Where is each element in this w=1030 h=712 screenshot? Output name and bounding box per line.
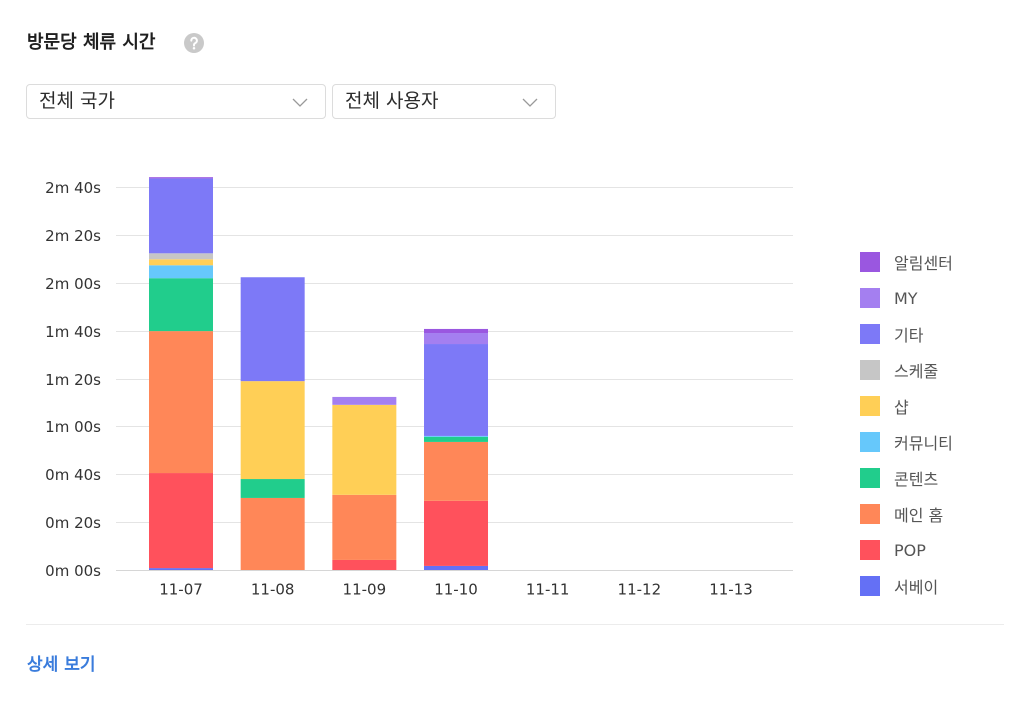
legend-swatch (860, 576, 880, 596)
legend-label: 스케줄 (894, 362, 939, 381)
legend-label: 기타 (894, 326, 924, 345)
detail-link[interactable]: 상세 보기 (27, 655, 96, 675)
country-filter-value: 전체 국가 (39, 90, 115, 112)
bar-segment (424, 328, 489, 334)
bar-segment (424, 333, 489, 345)
question-circle-icon[interactable] (184, 33, 204, 53)
y-tick-label: 1m 20s (45, 371, 101, 389)
legend-swatch (860, 504, 880, 524)
bar-segment (149, 278, 213, 332)
bar-segment (149, 331, 213, 474)
bar-segment (424, 436, 489, 442)
legend-item[interactable]: 메인 홈 (860, 496, 1020, 532)
legend-item[interactable]: 콘텐츠 (860, 460, 1020, 496)
x-tick-label: 11-08 (251, 581, 295, 599)
bar-segment (332, 404, 397, 495)
legend-swatch (860, 468, 880, 488)
bar-segment (149, 568, 213, 570)
country-filter-dropdown[interactable]: 전체 국가 (26, 84, 326, 119)
bar-segment (424, 500, 489, 566)
bar-segment (240, 497, 305, 570)
y-tick-label: 2m 00s (45, 275, 101, 293)
bar-segment (149, 265, 213, 279)
bar-segment (149, 178, 213, 254)
bar-segment (332, 494, 397, 560)
legend-swatch (860, 252, 880, 272)
y-tick-label: 0m 40s (45, 466, 101, 484)
user-filter-dropdown[interactable]: 전체 사용자 (332, 84, 556, 119)
user-filter-value: 전체 사용자 (345, 90, 439, 112)
legend-item[interactable]: POP (860, 532, 1020, 568)
chevron-down-icon (292, 98, 308, 107)
y-tick-label: 1m 40s (45, 323, 101, 341)
legend-label: 콘텐츠 (894, 470, 939, 489)
legend-swatch (860, 540, 880, 560)
legend-label: POP (894, 540, 926, 560)
legend-item[interactable]: MY (860, 280, 1020, 316)
bar-segment (149, 253, 213, 260)
bar-segment (424, 441, 489, 501)
stacked-bar-chart: 0m 00s 0m 20s 0m 40s 1m 00s 1m 20s 1m 40s 2m 0… (45, 177, 793, 599)
legend-label: 알림센터 (894, 254, 953, 273)
legend-swatch (860, 360, 880, 380)
y-tick-label: 0m 00s (45, 562, 101, 580)
chevron-down-icon (522, 98, 538, 107)
legend-label: MY (894, 288, 918, 308)
x-tick-label: 11-09 (343, 581, 387, 599)
y-tick-label: 0m 20s (45, 514, 101, 532)
legend-item[interactable]: 커뮤니티 (860, 424, 1020, 460)
bar-segment (240, 381, 305, 480)
legend-label: 샵 (894, 398, 909, 417)
legend-item[interactable]: 서베이 (860, 568, 1020, 604)
bar-segment (332, 396, 397, 405)
legend-swatch (860, 432, 880, 452)
bar-segment (149, 473, 213, 569)
x-tick-label: 11-07 (159, 581, 203, 599)
bar-segment (149, 177, 213, 179)
y-tick-label: 2m 20s (45, 227, 101, 245)
legend-item[interactable]: 알림센터 (860, 244, 1020, 280)
bar-segment (240, 479, 305, 498)
bar-segment (424, 344, 489, 436)
x-tick-label: 11-10 (434, 581, 478, 599)
y-tick-label: 2m 40s (45, 179, 101, 197)
legend-label: 서베이 (894, 578, 939, 597)
legend-swatch (860, 288, 880, 308)
bar-segment (332, 559, 397, 570)
divider (26, 624, 1004, 625)
legend-item[interactable]: 기타 (860, 316, 1020, 352)
bar-segment (149, 259, 213, 266)
bar-segment (240, 277, 305, 382)
bar-segment (424, 435, 489, 437)
bar-segment (424, 565, 489, 570)
legend-label: 커뮤니티 (894, 434, 953, 453)
x-tick-label: 11-12 (618, 581, 662, 599)
legend-swatch (860, 396, 880, 416)
legend-label: 메인 홈 (894, 506, 944, 525)
x-tick-label: 11-13 (709, 581, 753, 599)
legend-swatch (860, 324, 880, 344)
legend-item[interactable]: 샵 (860, 388, 1020, 424)
legend-item[interactable]: 스케줄 (860, 352, 1020, 388)
x-tick-label: 11-11 (526, 581, 570, 599)
page-title: 방문당 체류 시간 (27, 32, 156, 53)
y-tick-label: 1m 00s (45, 418, 101, 436)
